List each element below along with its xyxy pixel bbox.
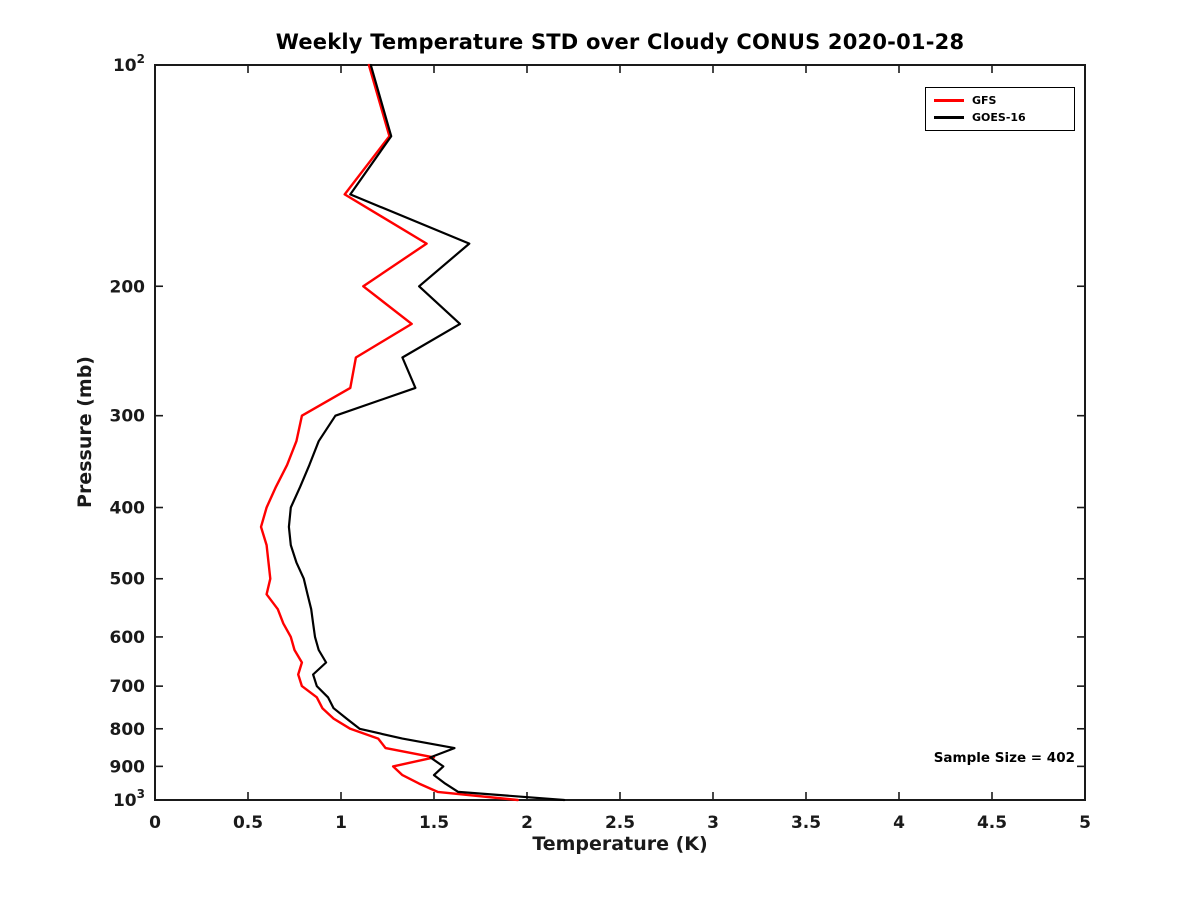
x-tick-label: 3.5: [791, 813, 821, 833]
sample-size-annotation: Sample Size = 402: [933, 750, 1075, 766]
x-axis-label: Temperature (K): [532, 833, 708, 855]
x-tick-label: 0: [149, 813, 161, 833]
x-tick-label: 5: [1079, 813, 1091, 833]
y-tick-label: 500: [110, 570, 146, 590]
goes-16-line: [287, 63, 566, 802]
y-tick-label: 600: [110, 628, 146, 648]
legend-item: GOES-16: [934, 109, 1066, 126]
y-tick-label: 102: [113, 52, 145, 76]
y-tick-label: 900: [110, 757, 146, 777]
legend: GFS GOES-16: [925, 87, 1075, 131]
y-tick-label: 800: [110, 720, 146, 740]
y-axis-label: Pressure (mb): [74, 356, 96, 508]
y-tick-label: 103: [113, 787, 145, 811]
chart-title: Weekly Temperature STD over Cloudy CONUS…: [275, 30, 965, 54]
axes-frame: [154, 64, 1086, 801]
y-tick-label: 300: [110, 407, 146, 427]
x-tick-label: 2.5: [605, 813, 635, 833]
x-tick-label: 2: [521, 813, 533, 833]
x-tick-label: 3: [707, 813, 719, 833]
legend-label: GOES-16: [972, 111, 1026, 124]
y-tick-label: 700: [110, 677, 146, 697]
y-tick-label: 400: [110, 499, 146, 519]
legend-label: GFS: [972, 94, 997, 107]
y-tick-label: 200: [110, 277, 146, 297]
x-tick-label: 1: [335, 813, 347, 833]
x-tick-label: 4.5: [977, 813, 1007, 833]
legend-item: GFS: [934, 92, 1066, 109]
legend-line-sample: [934, 99, 964, 102]
legend-line-sample: [934, 116, 964, 119]
gfs-line: [259, 63, 519, 802]
x-tick-label: 1.5: [419, 813, 449, 833]
x-tick-label: 0.5: [233, 813, 263, 833]
x-tick-label: 4: [893, 813, 905, 833]
